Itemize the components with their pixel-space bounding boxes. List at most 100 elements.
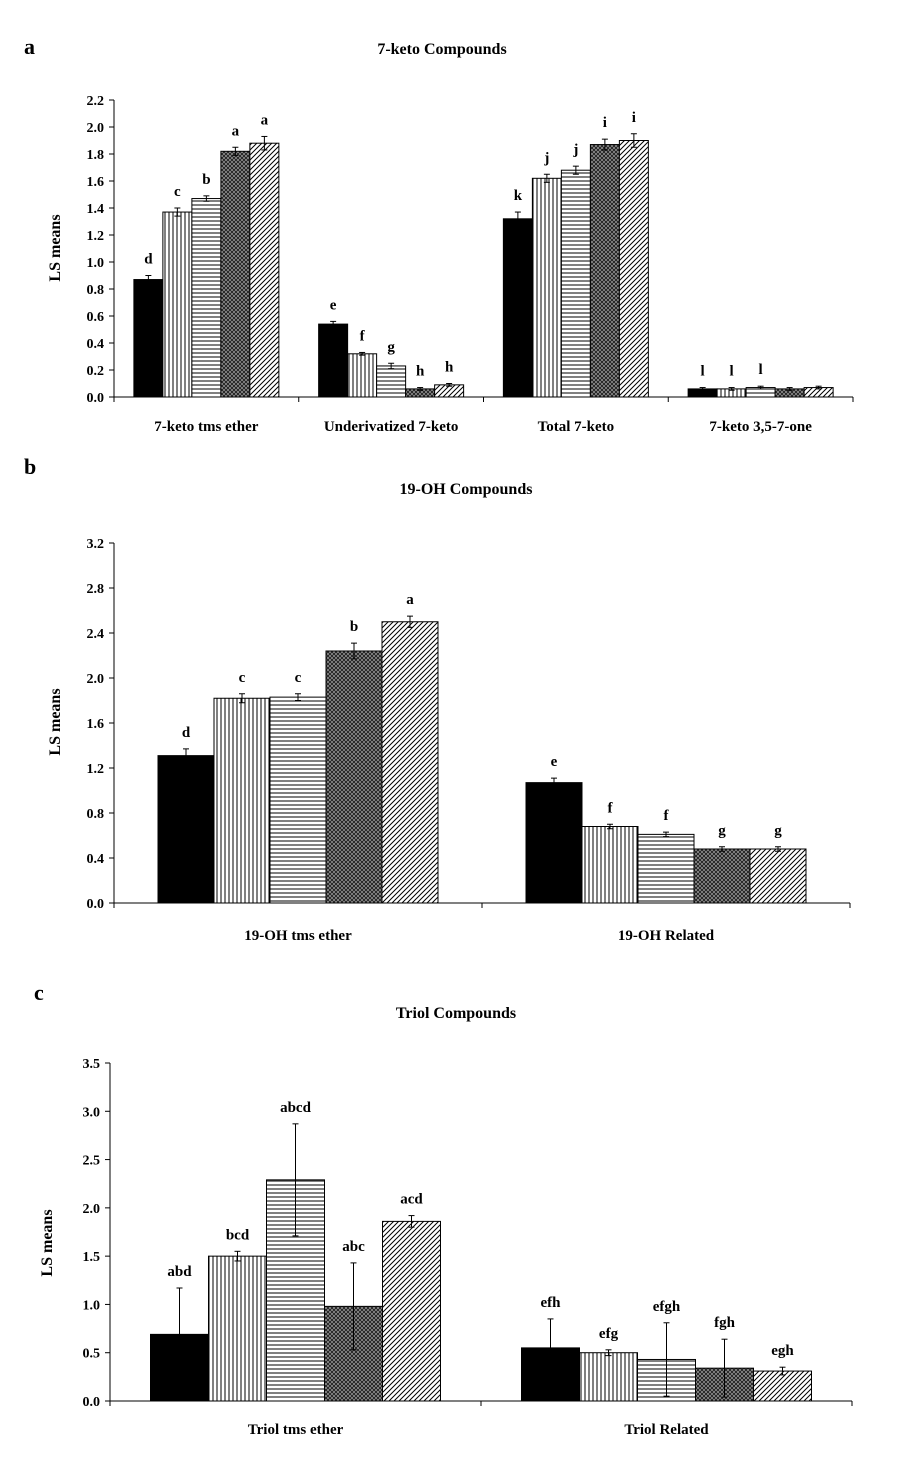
- bar: [249, 142, 280, 398]
- data-label: g: [774, 823, 782, 839]
- bar: [502, 218, 533, 398]
- bar: [618, 140, 649, 398]
- y-tick-label: 0.4: [87, 852, 105, 867]
- data-label: l: [759, 362, 763, 378]
- bar: [525, 782, 583, 904]
- y-tick-label: 3.2: [87, 537, 105, 552]
- data-label: a: [232, 123, 240, 139]
- data-label: efgh: [653, 1299, 681, 1315]
- x-tick-label: 7-keto tms ether: [154, 419, 258, 435]
- bar: [693, 848, 751, 904]
- bar: [382, 1220, 441, 1402]
- data-label: l: [701, 364, 705, 380]
- x-tick-label: 7-keto 3,5-7-one: [709, 419, 812, 435]
- chart-title: 7-keto Compounds: [377, 41, 506, 58]
- y-tick-label: 2.5: [83, 1154, 101, 1169]
- panel-letter-b: b: [24, 454, 36, 479]
- x-tick-label: 19-OH tms ether: [244, 928, 352, 944]
- data-label: efh: [541, 1295, 562, 1311]
- y-tick-label: 1.2: [87, 762, 105, 777]
- y-tick-label: 0.6: [87, 310, 105, 325]
- y-tick-label: 0.0: [83, 1395, 101, 1410]
- data-label: abd: [167, 1264, 192, 1280]
- plot-area: 0.0 0.5 1.0 1.5 2.0 2.5 3.0 3.5 Triol tms ether a…: [83, 1057, 853, 1438]
- bar: [318, 323, 349, 398]
- bar: [191, 198, 222, 398]
- y-tick-label: 2.8: [87, 582, 105, 597]
- y-tick-label: 1.6: [87, 175, 105, 190]
- y-tick-label: 2.0: [87, 121, 105, 136]
- data-label: bcd: [226, 1227, 250, 1243]
- y-axis-label: LS means: [39, 1209, 56, 1276]
- data-label: efg: [599, 1326, 619, 1342]
- bar: [162, 211, 193, 398]
- y-tick-label: 3.5: [83, 1057, 101, 1072]
- y-tick-label: 1.2: [87, 229, 105, 244]
- panel-a: a 7-keto Compounds LS means 0.0 0.2 0.4 0.6…: [24, 34, 854, 435]
- data-label: f: [360, 328, 366, 344]
- bar: [637, 833, 695, 904]
- y-tick-label: 1.0: [87, 256, 105, 271]
- y-tick-label: 1.8: [87, 148, 105, 163]
- y-tick-label: 1.0: [83, 1298, 101, 1313]
- y-axis-label: LS means: [47, 214, 64, 281]
- y-tick-label: 1.5: [83, 1250, 101, 1265]
- bar: [133, 279, 164, 398]
- bar: [325, 650, 383, 904]
- data-label: j: [543, 150, 549, 166]
- y-tick-label: 2.2: [87, 94, 105, 109]
- data-label: d: [144, 252, 153, 268]
- data-label: abc: [342, 1239, 365, 1255]
- chart-title: 19-OH Compounds: [400, 481, 533, 498]
- y-axis-label: LS means: [47, 688, 64, 755]
- plot-area: 0.0 0.2 0.4 0.6 0.8 1.0 1.2 1.4 1.6 1.8 2.0 2.2 7-ke…: [87, 94, 854, 435]
- bar: [347, 353, 378, 398]
- data-label: i: [632, 110, 636, 126]
- bar: [579, 1352, 638, 1402]
- x-tick-label: Underivatized 7-keto: [324, 419, 459, 435]
- bar: [531, 177, 562, 398]
- x-tick-label: Triol tms ether: [248, 1422, 344, 1438]
- x-tick-label: Total 7-keto: [538, 419, 615, 435]
- y-tick-label: 0.4: [87, 337, 105, 352]
- y-tick-label: 1.4: [87, 202, 105, 217]
- data-label: k: [514, 188, 523, 204]
- data-label: f: [608, 800, 614, 816]
- data-label: b: [202, 172, 210, 188]
- bar: [208, 1255, 267, 1402]
- y-tick-label: 0.8: [87, 807, 105, 822]
- data-label: f: [664, 808, 670, 824]
- bar: [581, 826, 639, 904]
- y-tick-label: 0.5: [83, 1347, 101, 1362]
- bar: [753, 1370, 812, 1402]
- y-tick-label: 2.0: [87, 672, 105, 687]
- y-tick-label: 0.8: [87, 283, 105, 298]
- bar: [381, 621, 439, 904]
- panel-c: c Triol Compounds LS means 0.0 0.5 1.0 1.5 2…: [34, 980, 853, 1438]
- data-label: d: [182, 725, 191, 741]
- data-label: c: [239, 670, 246, 686]
- y-tick-label: 0.2: [87, 364, 105, 379]
- data-label: b: [350, 619, 358, 635]
- bar: [749, 848, 807, 904]
- y-tick-label: 3.0: [83, 1105, 101, 1120]
- x-tick-label: Triol Related: [624, 1422, 709, 1438]
- y-tick-label: 1.6: [87, 717, 105, 732]
- bar: [376, 365, 407, 398]
- data-label: l: [730, 364, 734, 380]
- bar: [269, 696, 327, 904]
- data-label: g: [387, 339, 395, 355]
- y-tick-label: 0.0: [87, 391, 105, 406]
- chart-title: Triol Compounds: [396, 1005, 516, 1022]
- bar: [589, 144, 620, 398]
- data-label: e: [330, 297, 337, 313]
- panel-letter-c: c: [34, 980, 44, 1005]
- panel-letter-a: a: [24, 34, 35, 59]
- data-label: a: [261, 112, 269, 128]
- data-label: acd: [400, 1192, 423, 1208]
- data-label: a: [406, 592, 414, 608]
- data-label: abcd: [280, 1100, 312, 1116]
- bar: [213, 697, 271, 904]
- data-label: e: [551, 754, 558, 770]
